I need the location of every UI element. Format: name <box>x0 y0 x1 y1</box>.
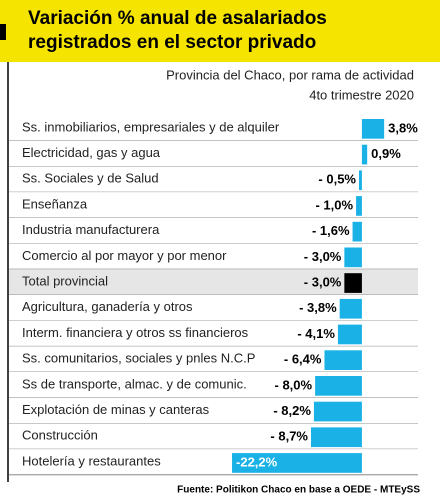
subtitle: Provincia del Chaco, por rama de activid… <box>166 67 414 82</box>
category-label: Total provincial <box>22 273 108 288</box>
bar <box>352 221 362 242</box>
category-label: Ss de transporte, almac. y de comunic. <box>22 376 247 391</box>
category-label: Construcción <box>22 428 98 443</box>
chart-title: Variación % anual de asalariados <box>28 8 327 29</box>
value-label: - 1,6% <box>312 223 350 238</box>
title-accent <box>0 24 6 40</box>
bar <box>315 376 362 396</box>
bar <box>339 298 362 319</box>
category-label: Agricultura, ganadería y otros <box>22 299 193 314</box>
category-label: Comercio al por mayor y por menor <box>22 248 227 263</box>
value-label: - 1,0% <box>315 197 353 212</box>
category-label: Ss. Sociales y de Salud <box>22 171 159 186</box>
category-label: Ss. comunitarios, sociales y pnles N.C.P <box>22 351 255 366</box>
row-background <box>9 140 418 167</box>
bar <box>358 170 362 191</box>
row-background <box>9 192 418 218</box>
bar <box>356 196 362 216</box>
value-label: 0,9% <box>371 146 401 161</box>
category-label: Industria manufacturera <box>22 222 160 237</box>
value-label: - 3,0% <box>304 249 342 264</box>
title-banner <box>0 0 440 62</box>
chart-title: registrados en el sector privado <box>28 32 316 53</box>
value-label: - 6,4% <box>284 352 322 367</box>
bar <box>344 273 362 293</box>
value-label: - 3,8% <box>299 300 337 315</box>
row-background <box>9 166 418 193</box>
bar <box>311 427 362 448</box>
bar <box>337 324 362 345</box>
value-label: 3,8% <box>388 120 418 135</box>
bar <box>361 144 368 165</box>
row-background <box>9 115 418 141</box>
category-label: Ss. inmobiliarios, empresariales y de al… <box>22 119 280 134</box>
bar <box>232 453 362 473</box>
value-label: - 8,2% <box>273 403 311 418</box>
value-label: - 3,0% <box>304 274 342 289</box>
category-label: Enseñanza <box>22 196 88 211</box>
category-label: Interm. financiera y otros ss financiero… <box>22 325 249 340</box>
row-background <box>9 217 418 244</box>
category-label: Hotelería y restaurantes <box>22 453 161 468</box>
source: Fuente: Politikon Chaco en base a OEDE -… <box>177 485 420 496</box>
category-label: Explotación de minas y canteras <box>22 402 210 417</box>
bar <box>324 350 362 370</box>
value-label: -22,2% <box>236 454 278 469</box>
bar <box>361 119 385 139</box>
value-label: - 4,1% <box>297 326 335 341</box>
subtitle: 4to trimestre 2020 <box>309 87 414 102</box>
bar <box>313 401 362 422</box>
value-label: - 8,0% <box>275 377 313 392</box>
bar <box>344 247 362 268</box>
value-label: - 0,5% <box>318 172 356 187</box>
category-label: Electricidad, gas y agua <box>22 145 161 160</box>
value-label: - 8,7% <box>270 429 308 444</box>
